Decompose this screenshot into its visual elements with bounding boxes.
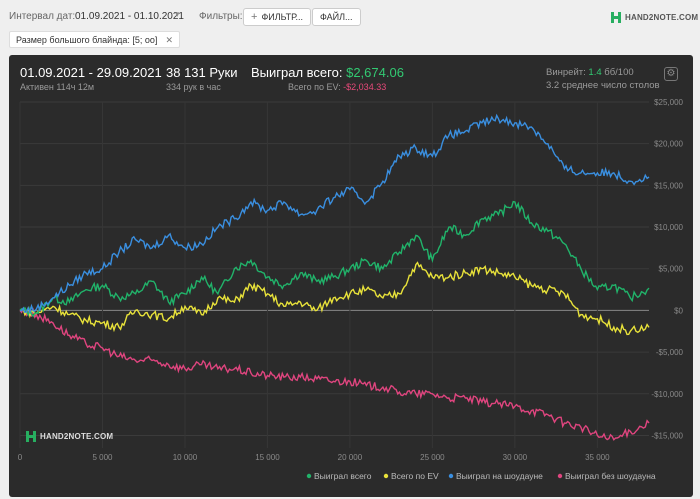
won-total-label: Выиграл всего: xyxy=(251,65,343,80)
legend-marker xyxy=(557,473,563,479)
won-total-value: $2,674.06 xyxy=(346,65,404,80)
winrate-value: 1.4 xyxy=(588,67,602,78)
x-tick-label: 25 000 xyxy=(420,453,445,462)
chevron-down-icon[interactable]: ▾ xyxy=(175,9,180,19)
hands-count: 38 131 Руки xyxy=(166,65,238,80)
avg-tables: 3.2 среднее число столов xyxy=(546,80,660,91)
x-tick-label: 0 xyxy=(18,453,23,462)
legend-marker xyxy=(383,473,389,479)
graph-panel: 01.09.2021 - 29.09.2021 Активен 114ч 12м… xyxy=(9,55,693,497)
profit-chart: $25,000 $20,000 $15,000 $10,000 $5,000 $0 -$5,… xyxy=(18,98,684,481)
watermark: HAND2NOTE.COM xyxy=(26,431,113,442)
y-tick-label: -$5,000 xyxy=(656,348,684,357)
close-icon[interactable]: ✕ xyxy=(165,35,173,45)
series-line xyxy=(19,306,650,441)
x-tick-label: 30 000 xyxy=(503,453,528,462)
toolbar: Интервал дат: 01.09.2021 - 01.10.2021 ▾ … xyxy=(0,0,700,30)
h-logo-icon xyxy=(26,431,36,442)
x-tick-label: 10 000 xyxy=(173,453,198,462)
brand-logo: HAND2NOTE.COM xyxy=(611,10,698,24)
y-tick-label: $25,000 xyxy=(654,98,683,107)
y-tick-label: $20,000 xyxy=(654,140,683,149)
watermark-text: HAND2NOTE.COM xyxy=(40,432,114,441)
y-tick-label: $10,000 xyxy=(654,223,683,232)
add-filter-label: ФИЛЬТР... xyxy=(261,12,303,22)
winrate: Винрейт: 1.4 бб/100 xyxy=(546,67,634,78)
won-total: Выиграл всего: $2,674.06 xyxy=(251,65,404,80)
file-button[interactable]: ФАЙЛ... xyxy=(312,8,361,26)
plus-icon: + xyxy=(251,11,258,23)
winrate-label: Винрейт: xyxy=(546,67,586,78)
y-tick-label: $15,000 xyxy=(654,181,683,190)
date-range-label: Интервал дат: xyxy=(9,11,76,22)
legend-label: Выиграл без шоудауна xyxy=(565,471,656,481)
legend-marker xyxy=(448,473,454,479)
ev-total-label: Всего по EV: xyxy=(288,82,341,92)
series-line xyxy=(19,200,650,318)
filters-label: Фильтры: xyxy=(199,11,243,22)
y-tick-label: $0 xyxy=(674,306,683,315)
date-range-title: 01.09.2021 - 29.09.2021 xyxy=(20,65,162,80)
x-tick-label: 15 000 xyxy=(255,453,280,462)
x-tick-label: 5 000 xyxy=(92,453,113,462)
ev-total: Всего по EV: -$2,034.33 xyxy=(288,82,386,92)
x-tick-label: 35 000 xyxy=(585,453,610,462)
date-range-select[interactable]: 01.09.2021 - 01.10.2021 xyxy=(75,11,184,22)
brand-text: HAND2NOTE.COM xyxy=(625,12,699,22)
add-filter-button[interactable]: + ФИЛЬТР... xyxy=(243,8,311,26)
y-tick-label: $5,000 xyxy=(659,265,684,274)
gear-icon[interactable]: ⚙ xyxy=(664,67,678,81)
legend-label: Всего по EV xyxy=(391,471,439,481)
hands-per-hour: 334 рук в час xyxy=(166,82,221,92)
winrate-unit: бб/100 xyxy=(604,67,634,78)
series-line xyxy=(19,113,650,315)
legend-label: Выиграл на шоудауне xyxy=(456,471,543,481)
ev-total-value: -$2,034.33 xyxy=(343,82,387,92)
legend-marker xyxy=(306,473,312,479)
active-filter-chip: Размер большого блайнда: [5; oo] ✕ xyxy=(9,31,180,48)
active-filter-label: Размер большого блайнда: [5; oo] xyxy=(16,35,158,45)
series-line xyxy=(19,261,650,336)
y-tick-label: -$15,000 xyxy=(651,431,683,440)
x-tick-label: 20 000 xyxy=(338,453,363,462)
h-logo-icon xyxy=(611,11,621,23)
y-tick-label: -$10,000 xyxy=(651,390,683,399)
active-time: Активен 114ч 12м xyxy=(20,82,95,92)
legend-label: Выиграл всего xyxy=(314,471,372,481)
